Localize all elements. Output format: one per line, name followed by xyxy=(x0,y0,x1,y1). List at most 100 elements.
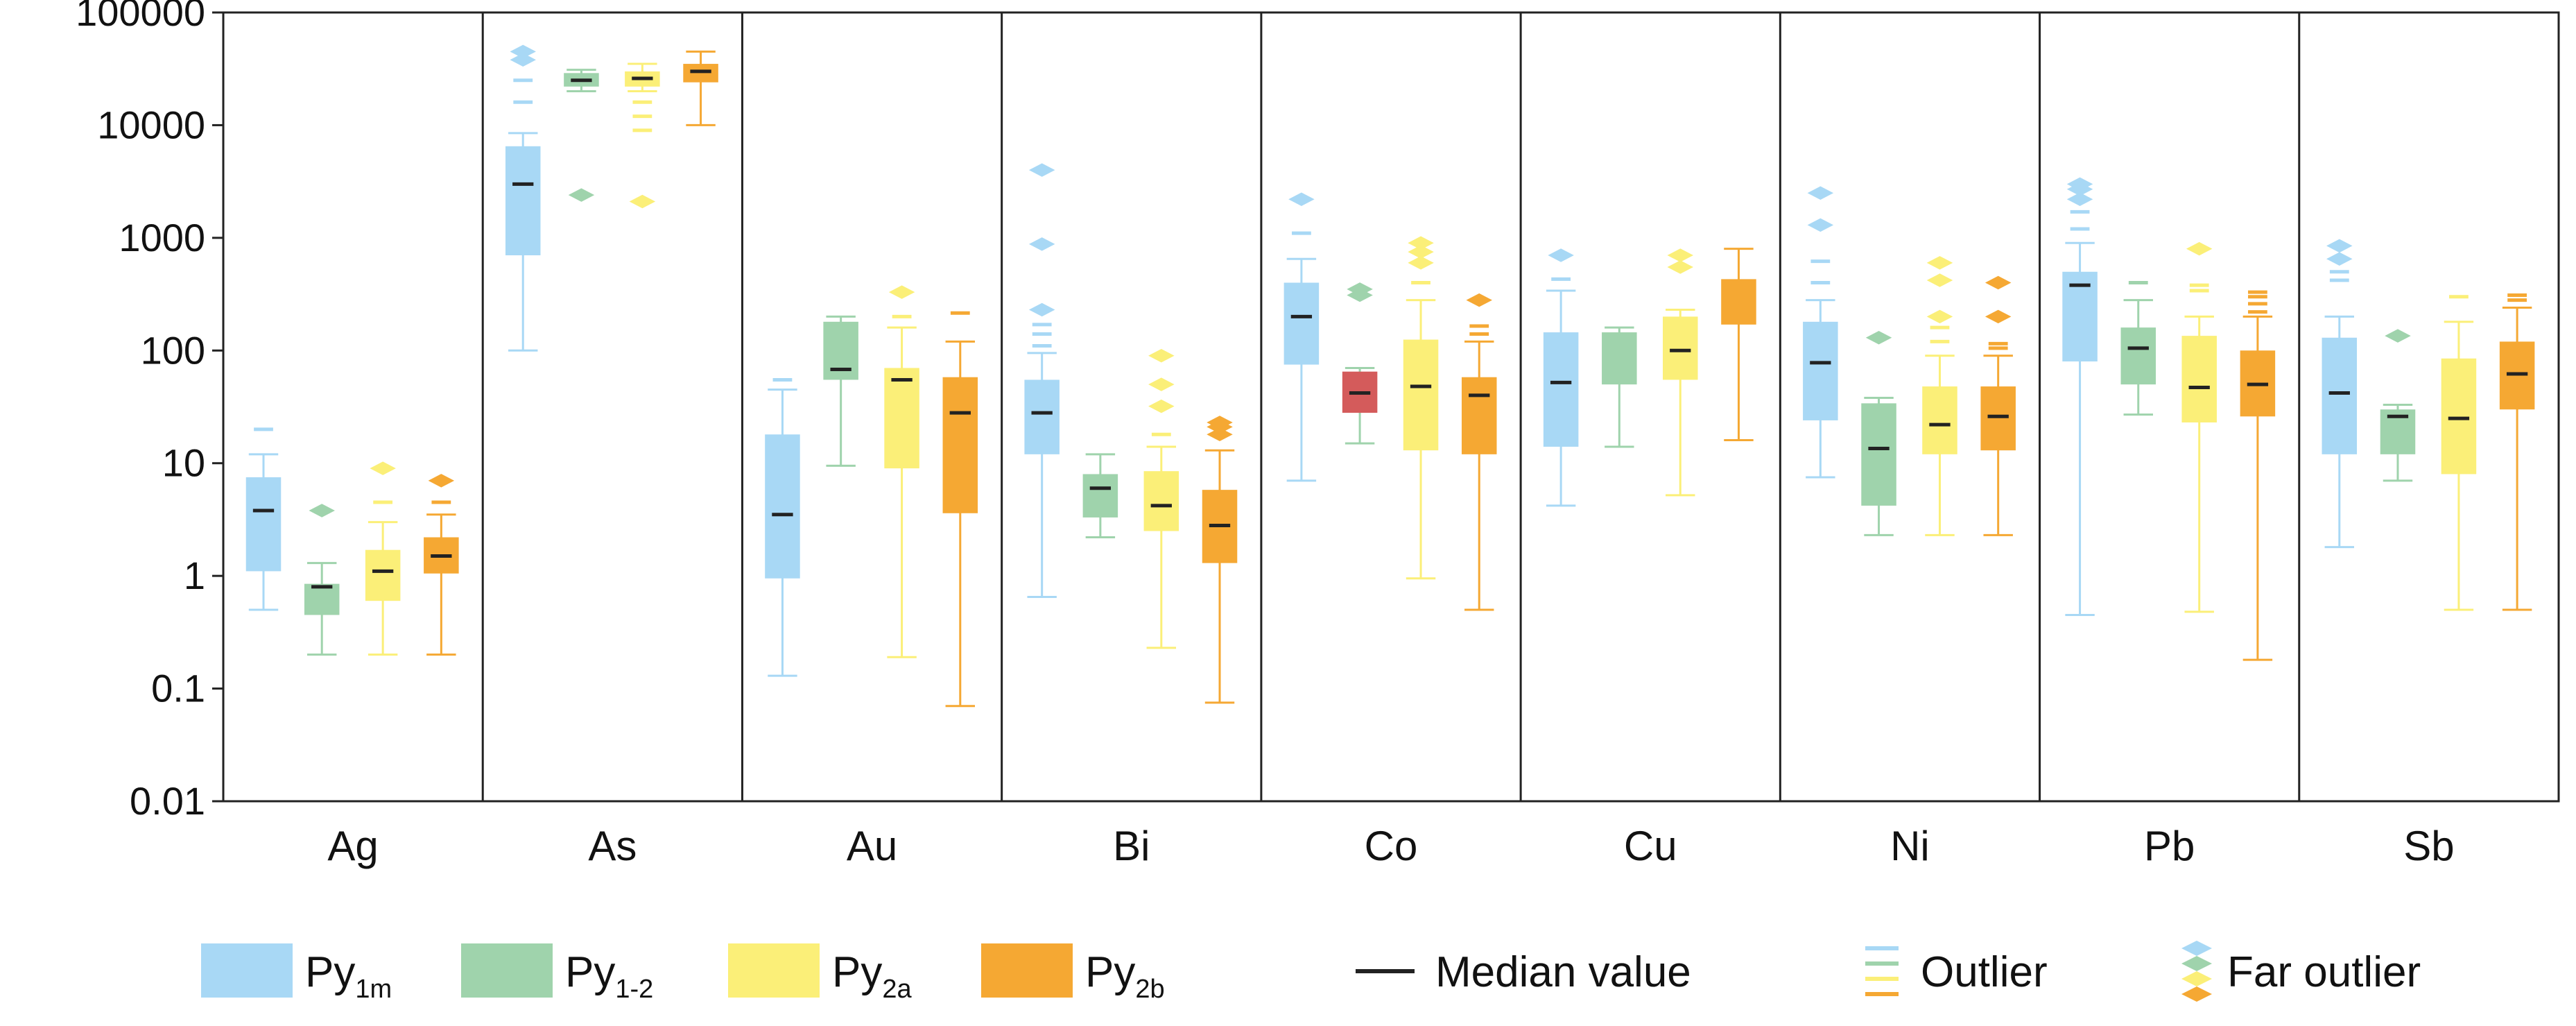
far-outlier-mark xyxy=(1985,309,2012,324)
box-Pb-Py2a xyxy=(2181,241,2217,613)
far-outlier-mark xyxy=(1408,236,1434,250)
box-iqr xyxy=(1721,279,1756,325)
category-label: Ni xyxy=(1890,823,1930,869)
y-tick-label: 0.1 xyxy=(151,667,205,710)
legend-label-base: Py xyxy=(305,948,355,996)
legend-label-base: Py xyxy=(565,948,615,996)
box-iqr xyxy=(1543,332,1579,447)
legend: Py1m Py1-2 Py2a Py2b Median value Outlier Far … xyxy=(201,941,2421,1004)
box-Au-Py1m xyxy=(765,377,800,677)
box-iqr xyxy=(1024,379,1060,454)
legend-label: Outlier xyxy=(1921,948,2048,996)
x-axis: Ag As Au Bi Co Cu Ni Pb Sb xyxy=(327,823,2454,869)
box-Ni-Py1m xyxy=(1803,186,1838,479)
far-outlier-mark xyxy=(1028,237,1055,251)
box-Sb-Py1-2 xyxy=(2380,329,2416,482)
far-outlier-mark xyxy=(2326,252,2353,266)
box-As-Py2b xyxy=(683,50,718,126)
box-iqr xyxy=(245,477,282,572)
box-iqr xyxy=(1662,316,1698,380)
box-Sb-Py2b xyxy=(2499,293,2535,611)
box-Bi-Py1m xyxy=(1024,163,1060,599)
box-iqr xyxy=(1461,377,1497,454)
legend-item-median: Median value xyxy=(1356,948,1691,996)
box-Pb-Py1-2 xyxy=(2120,280,2156,416)
box-Co-Py2b xyxy=(1461,293,1497,611)
box-Pb-Py1m xyxy=(2062,177,2098,616)
box-iqr xyxy=(505,146,541,256)
box-Sb-Py2a xyxy=(2441,295,2477,611)
box-Cu-Py1-2 xyxy=(1602,326,1637,448)
box-iqr xyxy=(942,377,978,513)
box-iqr xyxy=(1143,471,1179,531)
legend-label-base: Py xyxy=(1085,948,1135,996)
legend-far-outlier-diamond xyxy=(2181,941,2212,956)
far-outlier-mark xyxy=(1926,309,1953,324)
legend-item-Py1m: Py1m xyxy=(201,943,392,1004)
legend-item-Py2b: Py2b xyxy=(981,943,1165,1004)
far-outlier-mark xyxy=(1466,293,1492,307)
far-outlier-mark xyxy=(2066,192,2093,206)
box-iqr xyxy=(2322,337,2358,454)
box-Bi-Py2a xyxy=(1143,348,1179,649)
y-tick-label: 100 xyxy=(141,328,205,372)
box-iqr xyxy=(1602,332,1637,385)
far-outlier-mark xyxy=(1207,427,1233,442)
box-Ag-Py1-2 xyxy=(304,504,340,656)
category-label: Co xyxy=(1365,823,1418,869)
box-Co-Py2a xyxy=(1403,236,1439,580)
box-Co-Py1-2 xyxy=(1342,282,1378,445)
legend-swatch xyxy=(201,943,293,998)
category-label: Cu xyxy=(1624,823,1677,869)
box-Ni-Py2a xyxy=(1922,256,1957,536)
y-tick-label: 0.01 xyxy=(130,779,205,823)
far-outlier-mark xyxy=(1207,416,1233,429)
box-Pb-Py2b xyxy=(2240,290,2276,661)
legend-label: Far outlier xyxy=(2227,948,2421,996)
far-outlier-mark xyxy=(1667,248,1694,262)
far-outlier-mark xyxy=(629,194,656,209)
legend-swatch xyxy=(728,943,820,998)
y-tick-label: 1000 xyxy=(119,216,205,259)
box-iqr xyxy=(1980,386,2016,451)
box-Sb-Py1m xyxy=(2322,239,2358,549)
legend-swatch xyxy=(981,943,1073,998)
legend-item-Py1-2: Py1-2 xyxy=(461,943,653,1004)
category-label: Pb xyxy=(2144,823,2195,869)
legend-label-base: Py xyxy=(832,948,882,996)
box-As-Py1-2 xyxy=(564,69,599,202)
far-outlier-mark xyxy=(2186,241,2213,256)
y-tick-label: 1 xyxy=(184,554,205,597)
legend-label: Py1-2 xyxy=(565,948,653,1004)
plot-area xyxy=(222,11,2560,803)
legend-item-outlier: Outlier xyxy=(1865,946,2048,996)
box-Au-Py2b xyxy=(942,311,978,708)
legend-label-subscript: 2b xyxy=(1135,975,1164,1004)
box-iqr xyxy=(1922,386,1957,454)
box-Au-Py2a xyxy=(884,285,919,658)
far-outlier-mark xyxy=(1548,248,1574,262)
box-Ag-Py2b xyxy=(424,474,459,656)
legend-item-Py2a: Py2a xyxy=(728,943,912,1004)
legend-item-far-outlier: Far outlier xyxy=(2181,941,2421,1002)
plot-frame xyxy=(222,11,2560,803)
box-iqr xyxy=(1082,474,1118,518)
category-label: Au xyxy=(847,823,897,869)
box-Ni-Py1-2 xyxy=(1861,331,1896,536)
far-outlier-mark xyxy=(1148,348,1175,363)
far-outlier-mark xyxy=(1028,302,1055,317)
legend-far-outlier-diamond xyxy=(2181,971,2212,986)
box-iqr xyxy=(1861,403,1896,506)
far-outlier-mark xyxy=(1148,399,1175,413)
box-Bi-Py2b xyxy=(1202,416,1238,704)
far-outlier-mark xyxy=(1926,273,1953,287)
legend-label: Py2a xyxy=(832,948,912,1004)
legend-swatch xyxy=(461,943,553,998)
legend-label: Py1m xyxy=(305,948,392,1004)
box-Au-Py1-2 xyxy=(823,315,858,467)
box-iqr xyxy=(1283,282,1320,365)
box-iqr xyxy=(1803,321,1838,420)
far-outlier-mark xyxy=(888,285,915,299)
box-iqr xyxy=(765,434,800,579)
